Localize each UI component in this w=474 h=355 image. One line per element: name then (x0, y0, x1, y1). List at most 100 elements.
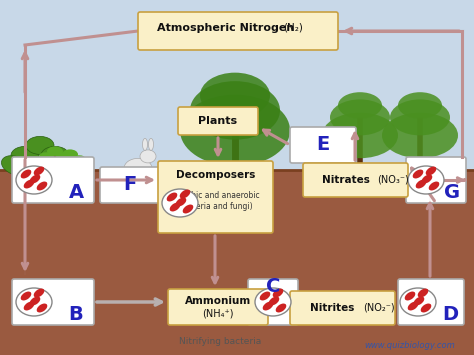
Ellipse shape (276, 304, 286, 312)
Ellipse shape (34, 166, 44, 175)
Text: B: B (69, 306, 83, 324)
Ellipse shape (34, 289, 44, 297)
Ellipse shape (263, 301, 273, 311)
Ellipse shape (16, 288, 52, 316)
Ellipse shape (54, 155, 70, 165)
FancyBboxPatch shape (290, 291, 395, 325)
Ellipse shape (273, 289, 283, 297)
FancyBboxPatch shape (303, 163, 408, 197)
Ellipse shape (21, 291, 31, 300)
Ellipse shape (269, 296, 279, 306)
FancyBboxPatch shape (0, 0, 474, 170)
Ellipse shape (330, 99, 390, 135)
Ellipse shape (408, 301, 419, 311)
Ellipse shape (428, 181, 439, 191)
Text: F: F (123, 175, 137, 195)
Text: (aerobic and anaerobic
bacteria and fungi): (aerobic and anaerobic bacteria and fung… (171, 191, 260, 211)
Ellipse shape (148, 138, 154, 151)
Ellipse shape (26, 136, 54, 154)
Ellipse shape (47, 146, 63, 157)
FancyBboxPatch shape (398, 279, 464, 325)
Ellipse shape (52, 156, 79, 175)
Ellipse shape (176, 197, 186, 207)
Ellipse shape (39, 152, 55, 163)
FancyBboxPatch shape (158, 161, 273, 233)
Ellipse shape (16, 166, 52, 194)
Ellipse shape (30, 296, 40, 306)
Text: C: C (266, 278, 280, 296)
FancyBboxPatch shape (245, 200, 257, 220)
Ellipse shape (390, 99, 450, 135)
Ellipse shape (24, 180, 34, 189)
Ellipse shape (20, 173, 60, 193)
Ellipse shape (1, 156, 28, 175)
Ellipse shape (400, 288, 436, 316)
Text: A: A (68, 184, 83, 202)
Ellipse shape (422, 175, 432, 184)
Text: (NO₂⁻): (NO₂⁻) (363, 303, 394, 313)
FancyBboxPatch shape (178, 107, 258, 135)
Ellipse shape (405, 291, 415, 300)
Text: Decomposers: Decomposers (176, 170, 255, 180)
FancyBboxPatch shape (230, 210, 240, 226)
Ellipse shape (426, 166, 436, 175)
Ellipse shape (190, 81, 280, 140)
Text: www.quizbiology.com: www.quizbiology.com (365, 340, 456, 350)
Ellipse shape (162, 189, 198, 217)
Ellipse shape (182, 204, 193, 213)
Ellipse shape (170, 202, 180, 212)
Text: Plants: Plants (199, 116, 237, 126)
Text: G: G (444, 184, 460, 202)
Text: Nitrites: Nitrites (310, 303, 355, 313)
FancyBboxPatch shape (406, 157, 466, 203)
FancyBboxPatch shape (248, 279, 298, 325)
Ellipse shape (55, 152, 71, 163)
Text: Atmospheric Nitrogen: Atmospheric Nitrogen (157, 23, 295, 33)
Ellipse shape (260, 291, 270, 300)
Ellipse shape (167, 192, 177, 202)
Text: E: E (316, 136, 329, 154)
FancyBboxPatch shape (100, 167, 160, 203)
Ellipse shape (180, 190, 190, 198)
Ellipse shape (413, 170, 423, 179)
Ellipse shape (382, 113, 458, 158)
Text: (N₂): (N₂) (283, 23, 303, 33)
Ellipse shape (238, 189, 264, 205)
Ellipse shape (21, 170, 31, 179)
Ellipse shape (30, 175, 40, 184)
FancyBboxPatch shape (138, 12, 338, 50)
Ellipse shape (414, 296, 424, 306)
Ellipse shape (140, 150, 156, 163)
Ellipse shape (24, 301, 34, 311)
Ellipse shape (124, 158, 152, 179)
Text: Nitrates: Nitrates (321, 175, 369, 185)
FancyBboxPatch shape (12, 157, 94, 203)
Text: (NH₄⁺): (NH₄⁺) (202, 309, 234, 319)
Ellipse shape (62, 149, 78, 159)
Ellipse shape (200, 73, 270, 118)
Ellipse shape (398, 92, 442, 119)
FancyBboxPatch shape (12, 279, 94, 325)
FancyBboxPatch shape (168, 289, 268, 325)
Ellipse shape (41, 146, 69, 164)
Ellipse shape (36, 181, 47, 191)
Ellipse shape (338, 92, 382, 119)
Text: Ammonium: Ammonium (185, 296, 251, 306)
Text: (NO₃⁻): (NO₃⁻) (378, 175, 410, 185)
Ellipse shape (418, 289, 428, 297)
Ellipse shape (255, 288, 291, 316)
Ellipse shape (322, 113, 398, 158)
Ellipse shape (180, 95, 290, 166)
Ellipse shape (36, 304, 47, 312)
Ellipse shape (224, 200, 246, 214)
Text: Nitrifying bacteria: Nitrifying bacteria (179, 337, 261, 345)
Text: D: D (442, 306, 458, 324)
Ellipse shape (143, 138, 147, 151)
FancyBboxPatch shape (290, 127, 356, 163)
Ellipse shape (11, 146, 39, 164)
Ellipse shape (408, 166, 444, 194)
FancyBboxPatch shape (0, 170, 474, 355)
Ellipse shape (416, 180, 426, 189)
Ellipse shape (70, 155, 86, 165)
Ellipse shape (421, 304, 431, 312)
